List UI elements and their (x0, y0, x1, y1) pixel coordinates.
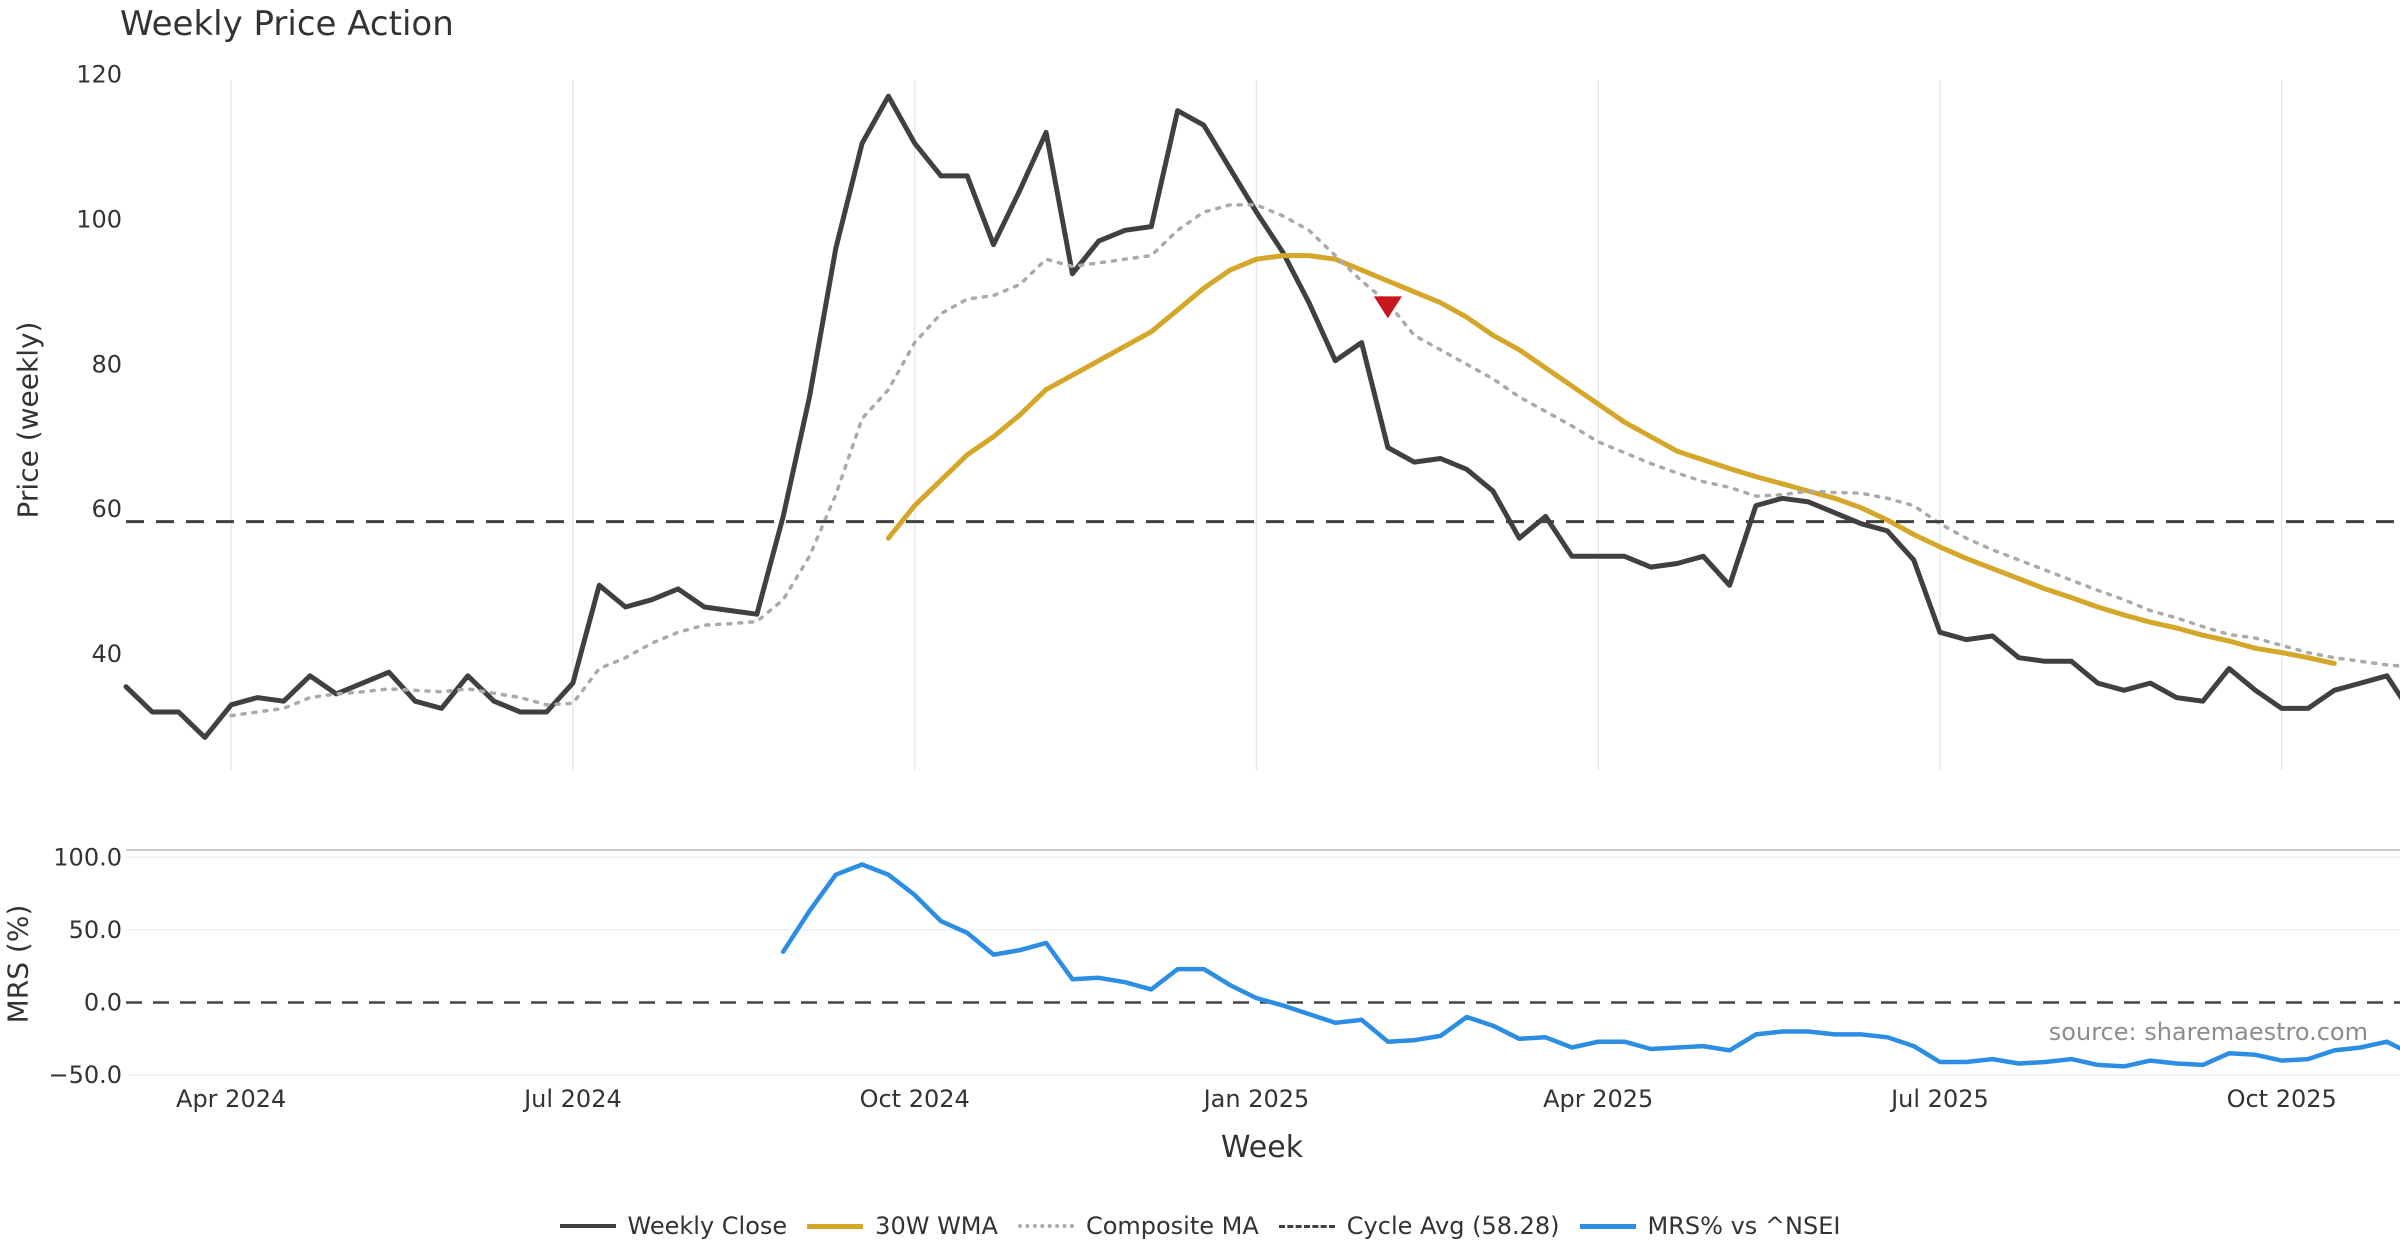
legend-item: Weekly Close (559, 1212, 788, 1240)
series-line-composite-ma (229, 203, 2400, 718)
price-y-tick-label: 120 (76, 60, 122, 88)
mrs-grid (126, 849, 2400, 1076)
legend-swatch-mrs (1579, 1223, 1636, 1229)
chart-title: Weekly Price Action (120, 4, 454, 44)
legend-label: Cycle Avg (58.28) (1346, 1212, 1560, 1240)
legend-item: 30W WMA (807, 1212, 998, 1240)
legend-item: MRS% vs ^NSEI (1579, 1212, 1841, 1240)
x-tick-label: Apr 2024 (176, 1085, 286, 1113)
mrs-y-tick-label: −50.0 (48, 1061, 122, 1089)
series-line-30w-wma (885, 253, 2337, 666)
legend-item: Cycle Avg (58.28) (1278, 1212, 1560, 1240)
legend: Weekly Close 30W WMA Composite MA Cycle … (0, 1212, 2400, 1240)
legend-label: MRS% vs ^NSEI (1647, 1212, 1841, 1240)
x-tick-label: Jul 2024 (522, 1085, 622, 1113)
legend-swatch-cycle-avg (1278, 1224, 1335, 1228)
source-note: source: sharemaestro.com (2048, 1018, 2368, 1046)
legend-item: Composite MA (1017, 1212, 1259, 1240)
mrs-y-tick-label: 100.0 (53, 843, 122, 871)
legend-label: Composite MA (1085, 1212, 1259, 1240)
price-y-tick-label: 100 (76, 205, 122, 233)
x-axis-label: Week (1220, 1130, 1304, 1165)
mrs-y-ticks: 100.0 50.0 0.0 −50.0 (48, 843, 122, 1089)
mrs-y-tick-label: 0.0 (84, 988, 122, 1016)
x-ticks: Apr 2024 Jul 2024 Oct 2024 Jan 2025 Apr 2025… (176, 1085, 2337, 1113)
series-line-weekly-close (123, 93, 2400, 740)
price-y-ticks: 40 60 80 100 120 (76, 60, 122, 668)
price-y-tick-label: 40 (91, 640, 122, 668)
series-line-mrs (780, 862, 2400, 1069)
legend-label: Weekly Close (627, 1212, 788, 1240)
legend-swatch-30w-wma (807, 1223, 864, 1229)
mrs-y-tick-label: 50.0 (69, 916, 122, 944)
legend-label: 30W WMA (875, 1212, 998, 1240)
mrs-series (780, 862, 2400, 1069)
price-y-tick-label: 60 (91, 495, 122, 523)
x-tick-label: Apr 2025 (1543, 1085, 1653, 1113)
legend-swatch-composite-ma (1017, 1224, 1074, 1228)
sell-signal-marker (1373, 296, 1402, 319)
x-tick-label: Jul 2025 (1889, 1085, 1989, 1113)
x-tick-label: Jan 2025 (1202, 1085, 1310, 1113)
x-tick-label: Oct 2025 (2227, 1085, 2337, 1113)
price-grid (230, 80, 2283, 770)
x-tick-label: Oct 2024 (860, 1085, 970, 1113)
price-y-tick-label: 80 (91, 350, 122, 378)
price-series (123, 93, 2400, 740)
legend-swatch-weekly-close (559, 1224, 616, 1228)
